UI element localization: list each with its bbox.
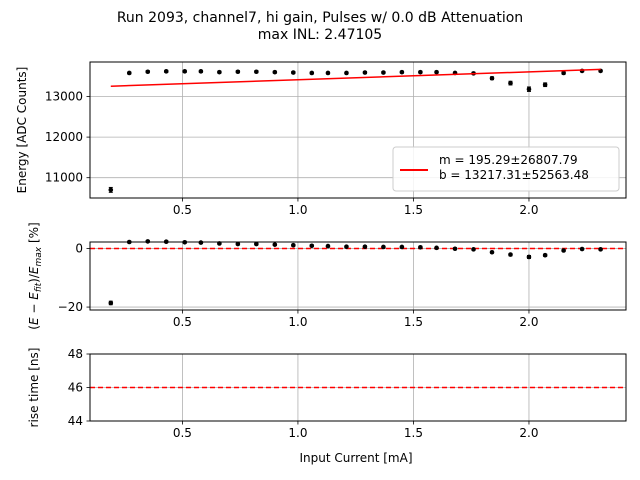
data-point (325, 70, 331, 76)
x-tick-label: 2.0 (519, 315, 538, 329)
data-point (126, 70, 132, 76)
x-tick-label: 2.0 (519, 426, 538, 440)
x-tick-label: 0.5 (173, 315, 192, 329)
y-axis-label-part: max (34, 246, 44, 266)
panels: 0.5 1.0 1.5 2.0 11000 12000 13000 Energy [ADC C… (15, 61, 627, 440)
panel-risetime: 0.5 1.0 1.5 2.0 44 46 48 rise time [ns] (27, 347, 627, 440)
data-point (198, 69, 204, 74)
data-point (291, 242, 296, 248)
y-axis-label-part: E (27, 317, 41, 325)
data-point (508, 252, 513, 257)
data-point (489, 75, 495, 81)
axes-frame (89, 241, 627, 311)
data-point (362, 244, 368, 249)
data-point (434, 69, 439, 75)
panel-energy: 0.5 1.0 1.5 2.0 11000 12000 13000 Energy [ADC C… (15, 61, 627, 217)
data-point (452, 246, 458, 252)
data-point (561, 70, 566, 76)
data-point (272, 69, 278, 75)
data-point (291, 70, 296, 75)
data-point (182, 69, 188, 74)
legend-frame (392, 146, 620, 192)
chart-subtitle: max INL: 2.47105 (258, 27, 382, 43)
data-point (418, 69, 423, 75)
y-axis-label: (E − Efit)/Emax [%] (27, 222, 44, 329)
y-axis-label-part: E (27, 292, 41, 300)
data-point (526, 86, 532, 92)
chart-title: Run 2093, channel7, hi gain, Pulses w/ 0… (117, 10, 523, 26)
data-point (362, 70, 368, 75)
data-point (399, 69, 405, 75)
data-point (108, 187, 114, 193)
y-axis-label-part: ( (27, 325, 41, 330)
data-point (309, 70, 315, 76)
y-tick-label: 46 (68, 381, 83, 395)
data-point (418, 244, 423, 250)
data-point (434, 245, 439, 251)
x-tick-label: 1.0 (288, 203, 307, 217)
y-tick-label: 0 (75, 241, 83, 255)
x-tick-label: 1.0 (288, 315, 307, 329)
y-axis-label-part: )/ (27, 273, 41, 283)
y-axis-label-part: [%] (27, 222, 41, 247)
legend: m = 195.29±26807.79b = 13217.31±52563.48 (392, 146, 620, 192)
x-tick-label: 1.5 (404, 203, 423, 217)
data-point (381, 244, 386, 250)
y-axis-label: rise time [ns] (27, 348, 41, 428)
panel-residual: 0.5 1.0 1.5 2.00−20(E − Efit)/Emax [%] (27, 222, 627, 330)
y-tick-label: 13000 (45, 90, 83, 104)
x-tick-label: 1.0 (288, 426, 307, 440)
data-point (508, 80, 513, 86)
fit-line (110, 68, 601, 87)
y-tick-label: 48 (68, 347, 83, 361)
x-tick-label: 0.5 (173, 203, 192, 217)
x-axis-label: Input Current [mA] (299, 451, 412, 465)
data-point (217, 69, 222, 75)
data-point (163, 69, 169, 74)
y-tick-label: −20 (58, 300, 83, 314)
legend-entry: b = 13217.31±52563.48 (439, 168, 589, 182)
data-point (542, 252, 548, 258)
y-axis-label: Energy [ADC Counts] (15, 67, 29, 194)
data-point (598, 247, 603, 252)
y-axis-label-part: E (27, 266, 41, 274)
data-point (272, 242, 278, 247)
data-point (561, 248, 566, 253)
data-point (108, 300, 114, 306)
x-tick-label: 1.5 (404, 315, 423, 329)
data-point (145, 239, 151, 244)
data-point (542, 82, 548, 88)
data-point (399, 244, 405, 250)
data-point (325, 243, 331, 249)
y-axis-label-part: fit (34, 282, 44, 292)
data-point (579, 246, 585, 252)
y-tick-label: 12000 (45, 130, 83, 144)
x-tick-label: 2.0 (519, 203, 538, 217)
data-point (235, 241, 241, 247)
data-point (254, 69, 259, 75)
x-tick-label: 1.5 (404, 426, 423, 440)
data-point (145, 69, 151, 75)
y-tick-label: 44 (68, 414, 83, 428)
data-point (254, 241, 259, 247)
data-point (309, 243, 315, 249)
data-point (235, 69, 241, 75)
y-axis-label-part: − (27, 300, 41, 318)
data-point (344, 244, 349, 249)
data-point (471, 247, 476, 252)
data-point (381, 70, 386, 75)
data-point (526, 254, 532, 260)
y-tick-label: 11000 (45, 171, 83, 185)
data-point (344, 70, 349, 76)
x-tick-label: 0.5 (173, 426, 192, 440)
data-point (489, 249, 495, 255)
axes-frame (89, 61, 627, 199)
legend-entry: m = 195.29±26807.79 (439, 153, 578, 167)
data-point (198, 240, 204, 245)
